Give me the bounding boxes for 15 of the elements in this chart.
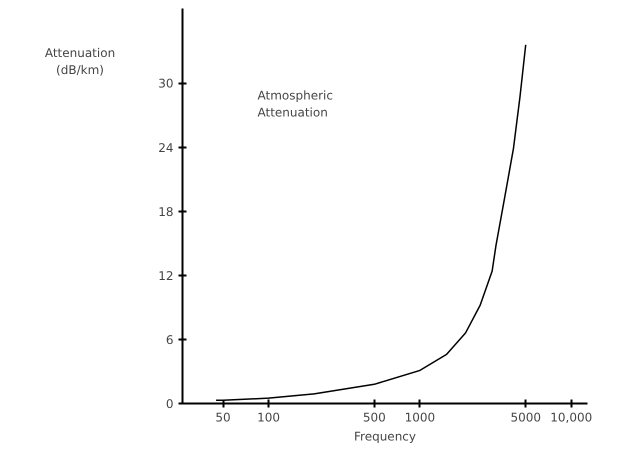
y-tick-label: 30 bbox=[158, 76, 174, 91]
x-tick-label: 100 bbox=[257, 410, 280, 424]
y-tick-label: 0 bbox=[166, 397, 174, 411]
x-tick-label: 5000 bbox=[510, 410, 541, 424]
annotation: Atmospheric Attenuation bbox=[258, 88, 333, 120]
y-tick-label: 24 bbox=[158, 140, 174, 155]
y-tick-label: 12 bbox=[158, 268, 174, 283]
x-tick-label: 500 bbox=[362, 410, 386, 424]
x-tick-label: 1000 bbox=[404, 410, 436, 424]
x-tick-label: 10,000 bbox=[550, 410, 592, 424]
y-tick-label: 6 bbox=[166, 332, 174, 347]
x-tick-label: 50 bbox=[215, 410, 231, 424]
x-axis-title: Frequency bbox=[354, 430, 416, 444]
y-tick-label: 18 bbox=[158, 204, 174, 219]
y-axis-title: Attenuation (dB/km) bbox=[44, 45, 116, 80]
